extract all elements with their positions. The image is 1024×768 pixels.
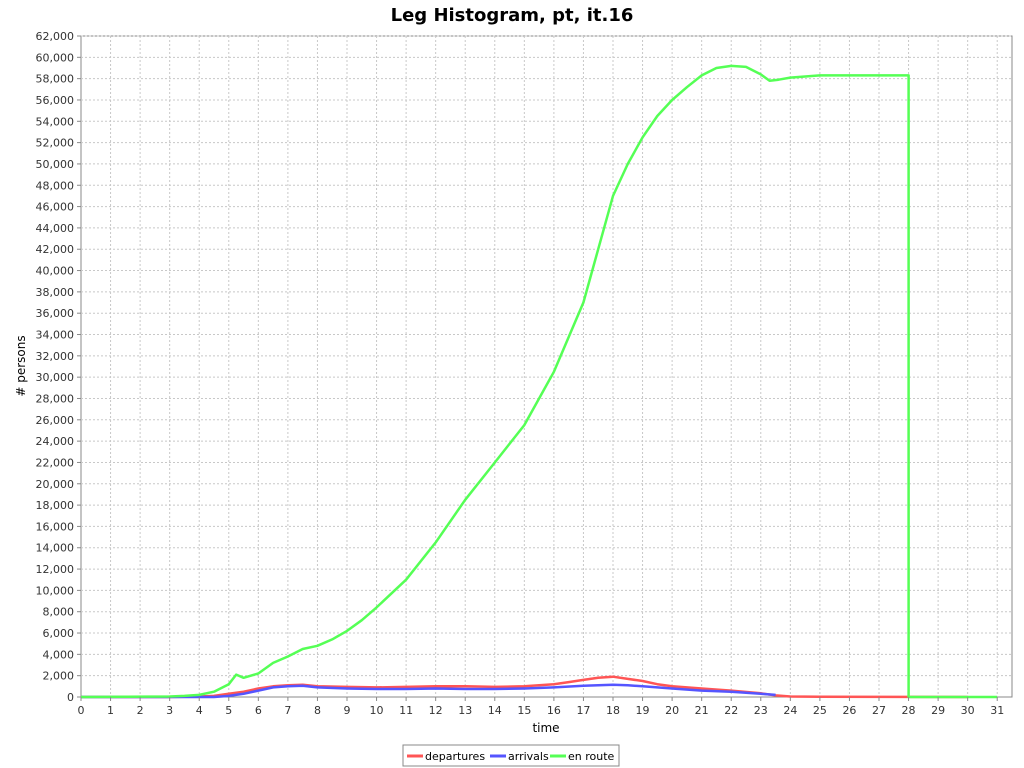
y-tick-label: 42,000 (36, 243, 75, 256)
plot-area (80, 35, 1013, 698)
x-tick-label: 8 (314, 704, 321, 717)
y-tick-label: 4,000 (43, 648, 75, 661)
y-tick-label: 18,000 (36, 499, 75, 512)
y-tick-label: 8,000 (43, 606, 75, 619)
x-tick-label: 7 (284, 704, 291, 717)
x-tick-label: 16 (547, 704, 561, 717)
x-tick-label: 11 (399, 704, 413, 717)
y-tick-label: 38,000 (36, 286, 75, 299)
x-tick-label: 2 (137, 704, 144, 717)
legend-label-departures: departures (425, 750, 485, 763)
y-tick-label: 10,000 (36, 584, 75, 597)
x-tick-label: 24 (783, 704, 797, 717)
y-tick-label: 12,000 (36, 563, 75, 576)
y-tick-label: 46,000 (36, 201, 75, 214)
grid-lines (81, 35, 1012, 697)
series-line-departures (81, 675, 968, 699)
x-tick-label: 12 (429, 704, 443, 717)
y-tick-label: 30,000 (36, 371, 75, 384)
y-tick-label: 62,000 (36, 30, 75, 43)
chart-title: Leg Histogram, pt, it.16 (391, 5, 634, 26)
x-tick-label: 30 (961, 704, 975, 717)
y-tick-label: 22,000 (36, 456, 75, 469)
x-tick-label: 29 (931, 704, 945, 717)
series-line-arrivals (81, 683, 776, 699)
y-tick-label: 50,000 (36, 158, 75, 171)
legend: departures arrivals en route (402, 744, 620, 767)
y-tick-label: 26,000 (36, 414, 75, 427)
y-tick-label: 54,000 (36, 115, 75, 128)
y-tick-label: 6,000 (43, 627, 75, 640)
x-tick-label: 1 (107, 704, 114, 717)
legend-label-arrivals: arrivals (508, 750, 549, 763)
x-tick-label: 31 (990, 704, 1004, 717)
x-axis-label: time (532, 721, 559, 735)
x-tick-label: 19 (636, 704, 650, 717)
x-tick-label: 15 (517, 704, 531, 717)
x-tick-label: 4 (196, 704, 203, 717)
x-tick-label: 9 (344, 704, 351, 717)
x-tick-label: 26 (842, 704, 856, 717)
series-line-en-route (80, 64, 998, 699)
y-tick-label: 48,000 (36, 179, 75, 192)
y-tick-label: 40,000 (36, 265, 75, 278)
y-axis-ticks: 0 2,000 4,000 6,000 8,000 10,000 12,000 14,000 1… (36, 30, 81, 704)
legend-label-en-route: en route (568, 750, 615, 763)
series-lines (80, 64, 998, 699)
x-tick-label: 13 (458, 704, 472, 717)
x-tick-label: 10 (370, 704, 384, 717)
x-tick-label: 17 (576, 704, 590, 717)
x-tick-label: 14 (488, 704, 502, 717)
x-tick-label: 5 (225, 704, 232, 717)
y-tick-label: 56,000 (36, 94, 75, 107)
y-tick-label: 28,000 (36, 392, 75, 405)
y-tick-label: 34,000 (36, 329, 75, 342)
y-tick-label: 16,000 (36, 520, 75, 533)
y-tick-label: 52,000 (36, 137, 75, 150)
x-tick-label: 21 (695, 704, 709, 717)
x-tick-label: 0 (78, 704, 85, 717)
y-tick-label: 58,000 (36, 73, 75, 86)
y-tick-label: 44,000 (36, 222, 75, 235)
x-tick-label: 6 (255, 704, 262, 717)
y-tick-label: 2,000 (43, 670, 75, 683)
y-tick-label: 20,000 (36, 478, 75, 491)
x-tick-label: 3 (166, 704, 173, 717)
x-tick-label: 20 (665, 704, 679, 717)
x-axis-ticks: 0 1 2 3 4 5 6 7 8 9 10 11 12 13 14 15 16 17 18 19 20 21 22 23 24… (78, 697, 1004, 717)
y-tick-label: 60,000 (36, 51, 75, 64)
y-tick-label: 36,000 (36, 307, 75, 320)
legend-box (402, 744, 620, 767)
x-tick-label: 18 (606, 704, 620, 717)
x-tick-label: 28 (902, 704, 916, 717)
y-axis-label: # persons (14, 335, 28, 396)
x-tick-label: 22 (724, 704, 738, 717)
x-tick-label: 23 (754, 704, 768, 717)
x-tick-label: 25 (813, 704, 827, 717)
y-tick-label: 14,000 (36, 542, 75, 555)
y-tick-label: 24,000 (36, 435, 75, 448)
x-tick-label: 27 (872, 704, 886, 717)
y-tick-label: 0 (67, 691, 74, 704)
y-tick-label: 32,000 (36, 350, 75, 363)
